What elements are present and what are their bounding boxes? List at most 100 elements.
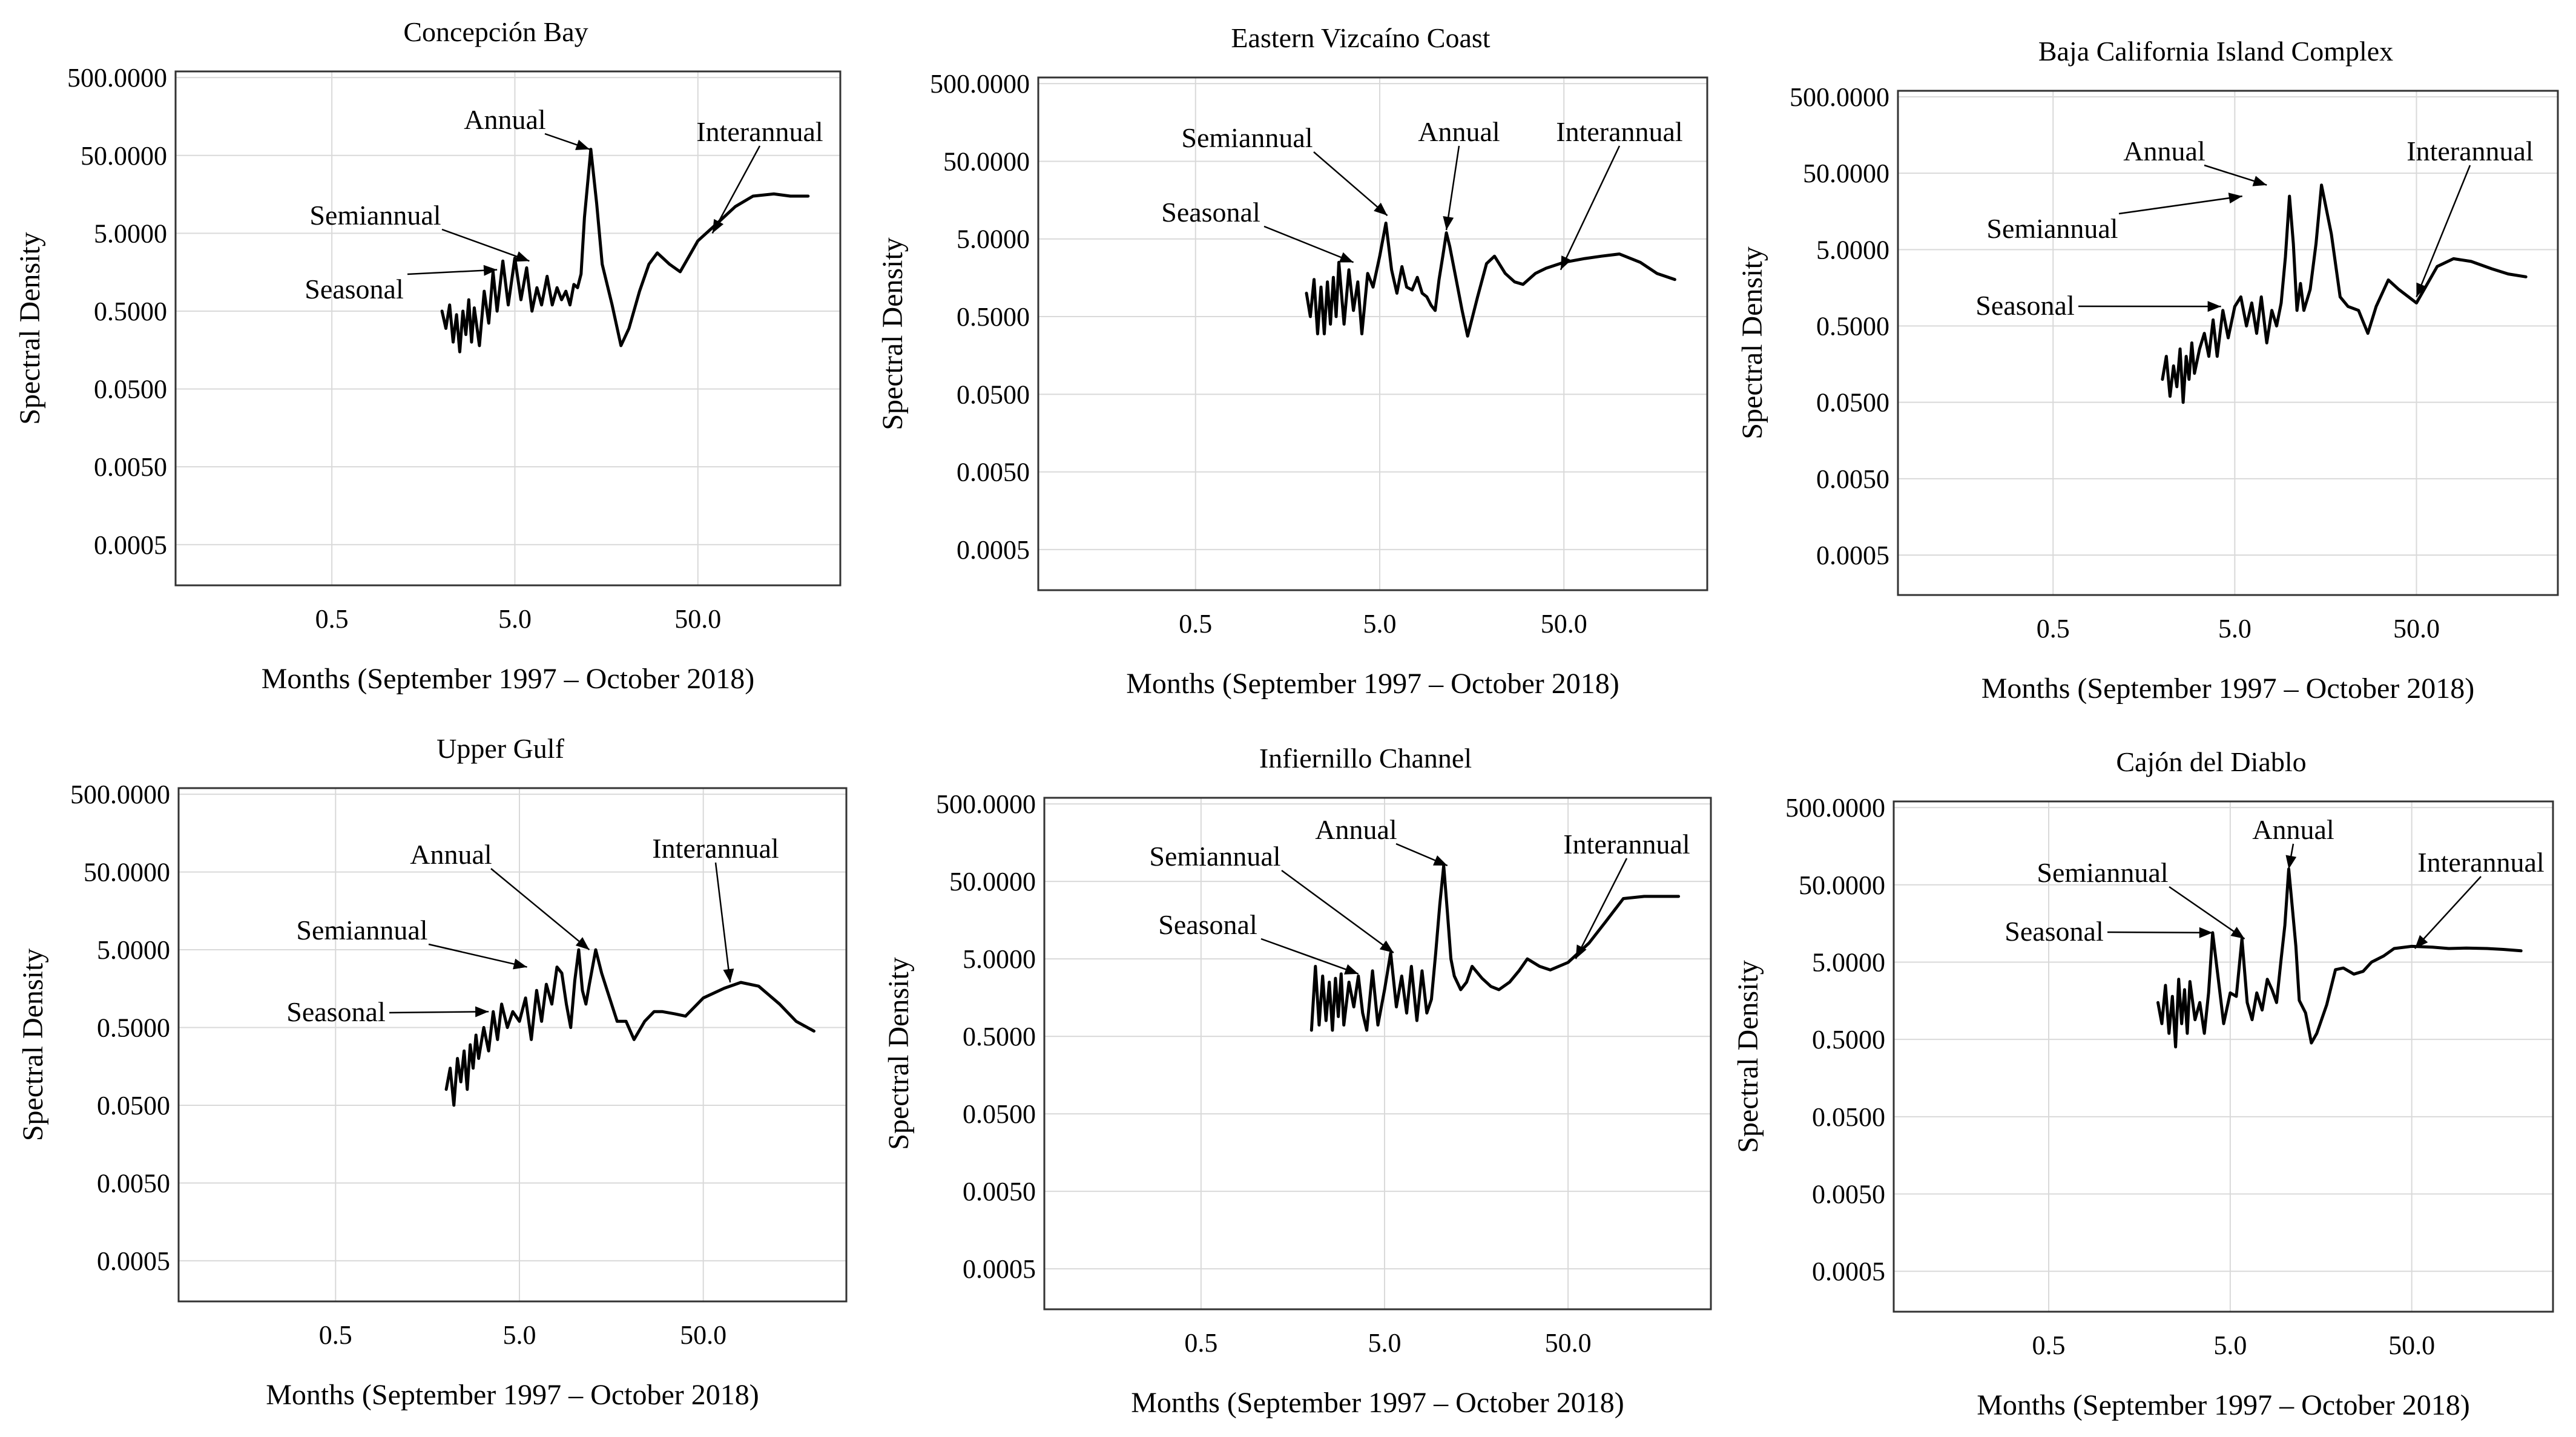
annotation-arrowhead <box>575 139 590 150</box>
x-axis-label: Months (September 1997 – October 2018) <box>266 1379 759 1411</box>
y-tick-label: 0.5000 <box>97 1013 170 1043</box>
y-axis-label: Spectral Density <box>877 237 909 430</box>
y-tick-label: 0.0500 <box>97 1091 170 1120</box>
x-axis-label: Months (September 1997 – October 2018) <box>1126 668 1619 700</box>
chart-panel-3: Baja California Island Complex 0.0005 0.00… <box>1736 36 2559 705</box>
annotation-arrow <box>428 943 527 968</box>
chart-panel-1: Concepción Bay 0.0005 0.0050 0.0500 0.5000 5.… <box>14 16 842 695</box>
y-tick-label: 50.0000 <box>84 858 170 887</box>
y-axis-label: Spectral Density <box>1732 960 1764 1153</box>
annotation-arrowhead <box>2285 855 2297 869</box>
annotation-label: Semiannual <box>2037 857 2168 888</box>
x-tick-label: 50.0 <box>2393 614 2440 643</box>
y-tick-label: 0.0050 <box>94 452 167 482</box>
y-tick-label: 0.0005 <box>97 1246 170 1276</box>
annotation-arrow <box>1313 151 1388 217</box>
annotation-label: Interannual <box>2417 847 2544 878</box>
annotation-arrowhead <box>2230 927 2245 939</box>
annotation-arrowhead <box>475 1006 489 1018</box>
annotation-label: Semiannual <box>1149 841 1280 872</box>
y-tick-label: 0.0005 <box>94 530 167 560</box>
y-tick-label: 0.0500 <box>94 375 167 404</box>
y-tick-label: 0.0050 <box>1816 464 1889 494</box>
x-tick-label: 5.0 <box>1368 1328 1401 1358</box>
annotation-arrowhead <box>1344 964 1359 975</box>
x-tick-label: 0.5 <box>1184 1328 1217 1358</box>
annotation-arrowhead <box>723 968 734 982</box>
chart-title: Upper Gulf <box>436 733 564 764</box>
annotation-arrow <box>1281 869 1394 953</box>
y-tick-label: 0.0050 <box>963 1177 1036 1206</box>
annotation-label: Seasonal <box>1158 909 1257 940</box>
annotation-arrowhead <box>513 958 527 970</box>
annotation-arrowhead <box>1433 855 1448 866</box>
x-tick-label: 0.5 <box>319 1320 352 1350</box>
x-tick-label: 50.0 <box>1545 1328 1592 1358</box>
y-tick-label: 0.5000 <box>1812 1025 1885 1054</box>
plot-frame <box>1892 800 2554 1313</box>
annotation-label: Seasonal <box>1161 197 1260 228</box>
annotation-arrow <box>1445 145 1460 231</box>
y-tick-label: 5.0000 <box>94 219 167 248</box>
y-tick-label: 0.0500 <box>1812 1102 1885 1132</box>
series-line <box>1305 222 1676 338</box>
y-axis-label: Spectral Density <box>1736 246 1768 439</box>
y-tick-label: 50.0000 <box>949 867 1036 896</box>
annotation-arrowhead <box>2199 927 2213 938</box>
chart-title: Infiernillo Channel <box>1259 743 1472 774</box>
annotation-arrowhead <box>2207 301 2221 312</box>
annotation-label: Seasonal <box>2004 916 2104 947</box>
annotation-arrow <box>1575 858 1628 959</box>
chart-title: Cajón del Diablo <box>2116 746 2306 777</box>
y-tick-label: 50.0000 <box>1803 159 1889 188</box>
y-tick-label: 500.0000 <box>930 69 1030 99</box>
annotation-label: Semiannual <box>1181 122 1313 153</box>
chart-panel-2: Eastern Vizcaíno Coast 0.0005 0.0050 0.0500… <box>877 22 1708 700</box>
annotation-label: Interannual <box>696 116 823 147</box>
y-tick-label: 50.0000 <box>1799 870 1885 900</box>
x-axis-label: Months (September 1997 – October 2018) <box>262 663 755 695</box>
y-tick-label: 0.5000 <box>1816 312 1889 341</box>
annotation-label: Semiannual <box>1986 213 2118 244</box>
plot-frame <box>1037 76 1708 591</box>
chart-title: Baja California Island Complex <box>2038 36 2393 67</box>
annotation-arrow <box>389 1011 489 1014</box>
annotation-label: Interannual <box>1556 116 1682 147</box>
y-tick-label: 50.0000 <box>81 141 167 171</box>
x-axis-label: Months (September 1997 – October 2018) <box>1131 1387 1624 1419</box>
y-tick-label: 5.0000 <box>1816 235 1889 265</box>
y-tick-label: 0.0500 <box>957 380 1030 409</box>
annotation-label: Semiannual <box>309 200 441 231</box>
y-tick-label: 500.0000 <box>1790 82 1889 112</box>
x-tick-label: 5.0 <box>1363 609 1397 639</box>
y-tick-label: 0.0500 <box>963 1099 1036 1129</box>
y-axis-label: Spectral Density <box>17 949 49 1142</box>
annotation-arrow <box>2107 931 2213 934</box>
chart-panel-4: Upper Gulf 0.0005 0.0050 0.0500 0.5000 5.0000… <box>17 733 848 1411</box>
annotation-arrowhead <box>712 219 724 234</box>
x-tick-label: 0.5 <box>2032 1330 2066 1360</box>
y-tick-label: 5.0000 <box>963 944 1036 974</box>
annotation-label: Interannual <box>652 833 779 864</box>
y-tick-label: 0.0050 <box>1812 1180 1885 1209</box>
annotation-arrowhead <box>483 265 498 276</box>
annotation-arrowhead <box>2416 282 2427 297</box>
x-tick-label: 5.0 <box>2213 1330 2247 1360</box>
annotation-arrowhead <box>1575 944 1587 959</box>
x-axis-label: Months (September 1997 – October 2018) <box>1981 672 2475 705</box>
y-tick-label: 0.0005 <box>1812 1257 1885 1286</box>
y-tick-label: 500.0000 <box>70 780 170 809</box>
chart-title: Concepción Bay <box>403 16 588 47</box>
y-tick-label: 0.5000 <box>94 297 167 326</box>
y-tick-label: 50.0000 <box>943 146 1030 176</box>
annotation-arrowhead <box>2228 192 2242 204</box>
y-axis-label: Spectral Density <box>14 232 46 425</box>
annotation-arrow <box>2118 195 2242 215</box>
annotation-arrowhead <box>1379 940 1394 953</box>
y-tick-label: 0.0005 <box>1816 541 1889 570</box>
x-tick-label: 0.5 <box>315 604 349 634</box>
plot-frame <box>174 70 842 587</box>
chart-panel-5: Infiernillo Channel 0.0005 0.0050 0.0500 0.5… <box>883 743 1712 1419</box>
x-tick-label: 50.0 <box>1541 609 1587 639</box>
